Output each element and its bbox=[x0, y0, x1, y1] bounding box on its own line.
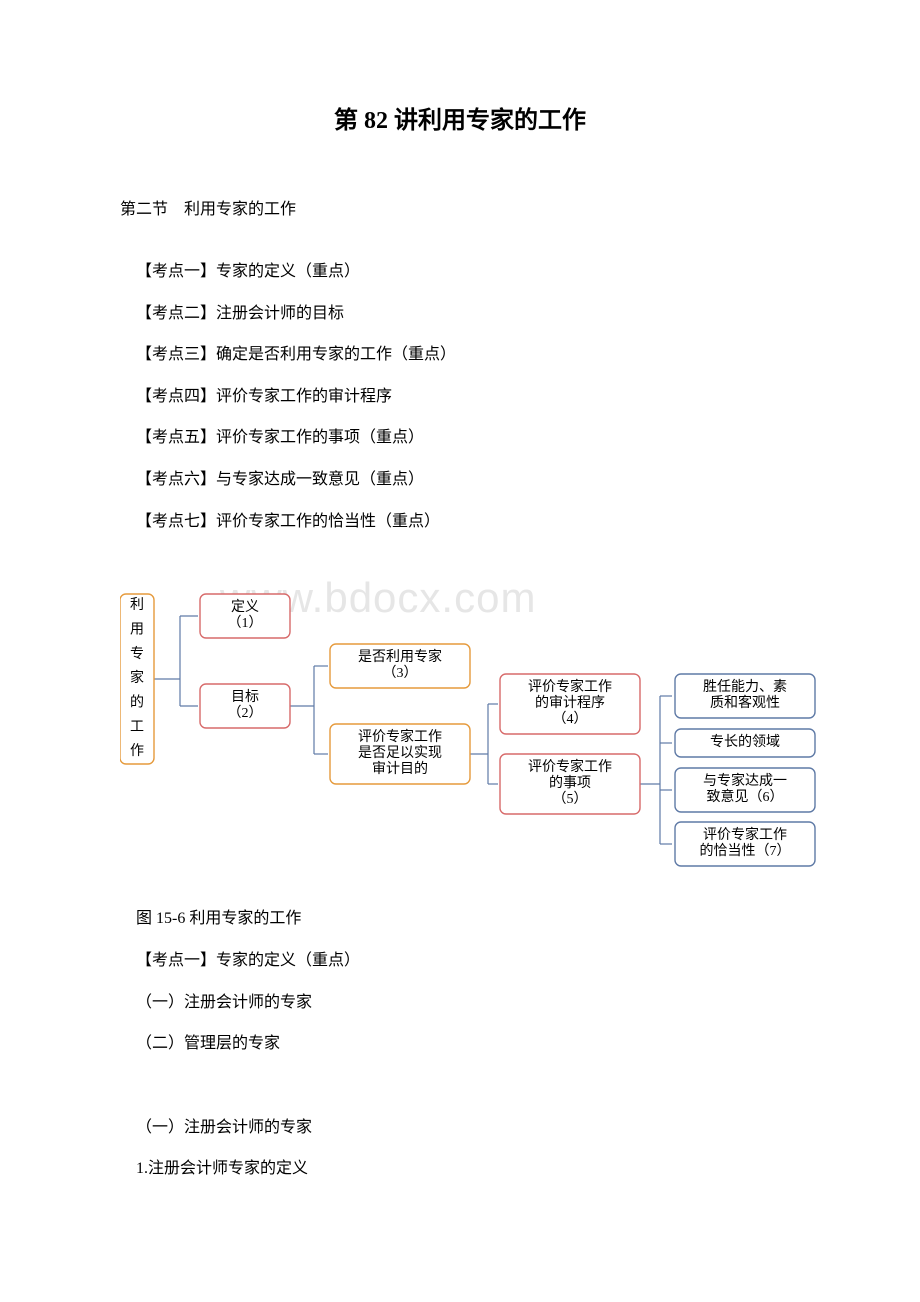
exam-point: 【考点四】评价专家工作的审计程序 bbox=[120, 384, 800, 410]
svg-text:审计目的: 审计目的 bbox=[372, 761, 428, 777]
svg-text:作: 作 bbox=[130, 743, 144, 759]
page-title: 第 82 讲利用专家的工作 bbox=[120, 100, 800, 135]
exam-point: 【考点七】评价专家工作的恰当性（重点） bbox=[120, 509, 800, 535]
svg-text:评价专家工作: 评价专家工作 bbox=[528, 678, 612, 695]
svg-text:质和客观性: 质和客观性 bbox=[710, 694, 780, 711]
svg-text:的: 的 bbox=[130, 695, 144, 711]
body-text: 【考点一】专家的定义（重点） （一）注册会计师的专家 （二）管理层的专家 （一）注册… bbox=[120, 948, 800, 1182]
body-line: 【考点一】专家的定义（重点） bbox=[120, 948, 800, 974]
exam-point: 【考点一】专家的定义（重点） bbox=[120, 259, 800, 285]
svg-text:评价专家工作: 评价专家工作 bbox=[703, 826, 787, 843]
body-line: 1.注册会计师专家的定义 bbox=[120, 1156, 800, 1182]
points-list: 【考点一】专家的定义（重点） 【考点二】注册会计师的目标【考点三】确定是否利用专家… bbox=[120, 259, 800, 534]
section-heading: 第二节 利用专家的工作 bbox=[120, 195, 800, 219]
svg-text:胜任能力、素: 胜任能力、素 bbox=[703, 679, 787, 695]
svg-text:专长的领域: 专长的领域 bbox=[710, 734, 780, 750]
svg-text:（1）: （1） bbox=[228, 615, 263, 631]
svg-text:目标: 目标 bbox=[231, 689, 259, 705]
svg-text:评价专家工作: 评价专家工作 bbox=[358, 728, 442, 745]
svg-text:工: 工 bbox=[130, 720, 144, 735]
svg-text:（5）: （5） bbox=[553, 791, 588, 807]
svg-text:专: 专 bbox=[130, 646, 144, 662]
svg-text:的审计程序: 的审计程序 bbox=[535, 695, 605, 711]
exam-point: 【考点六】与专家达成一致意见（重点） bbox=[120, 467, 800, 493]
figure-caption: 图 15-6 利用专家的工作 bbox=[120, 904, 800, 928]
body-line: （一）注册会计师的专家 bbox=[120, 1115, 800, 1141]
body-line: （一）注册会计师的专家 bbox=[120, 990, 800, 1016]
diagram-container: www.bdocx.com 利用专家的工作定义（1）目标（2）是否利用专家（3）… bbox=[120, 564, 820, 884]
svg-text:致意见（6）: 致意见（6） bbox=[707, 788, 784, 805]
svg-text:（2）: （2） bbox=[228, 705, 263, 721]
svg-text:是否利用专家: 是否利用专家 bbox=[358, 648, 442, 665]
exam-point: 【考点三】确定是否利用专家的工作（重点） bbox=[120, 342, 800, 368]
diagram-svg: 利用专家的工作定义（1）目标（2）是否利用专家（3）评价专家工作是否足以实现审计… bbox=[120, 564, 820, 884]
svg-text:（4）: （4） bbox=[553, 711, 588, 727]
svg-text:是否足以实现: 是否足以实现 bbox=[358, 745, 442, 761]
svg-text:利: 利 bbox=[130, 597, 144, 613]
svg-text:的恰当性（7）: 的恰当性（7） bbox=[700, 843, 791, 859]
svg-text:家: 家 bbox=[130, 669, 144, 686]
exam-point: 【考点二】注册会计师的目标 bbox=[120, 301, 800, 327]
exam-point: 【考点五】评价专家工作的事项（重点） bbox=[120, 425, 800, 451]
body-line bbox=[120, 1073, 800, 1099]
svg-text:评价专家工作: 评价专家工作 bbox=[528, 758, 612, 775]
svg-text:定义: 定义 bbox=[231, 599, 259, 615]
svg-text:与专家达成一: 与专家达成一 bbox=[703, 772, 787, 789]
svg-text:用: 用 bbox=[130, 623, 144, 638]
body-line: （二）管理层的专家 bbox=[120, 1031, 800, 1057]
svg-text:（3）: （3） bbox=[383, 665, 418, 681]
svg-text:的事项: 的事项 bbox=[549, 775, 591, 791]
